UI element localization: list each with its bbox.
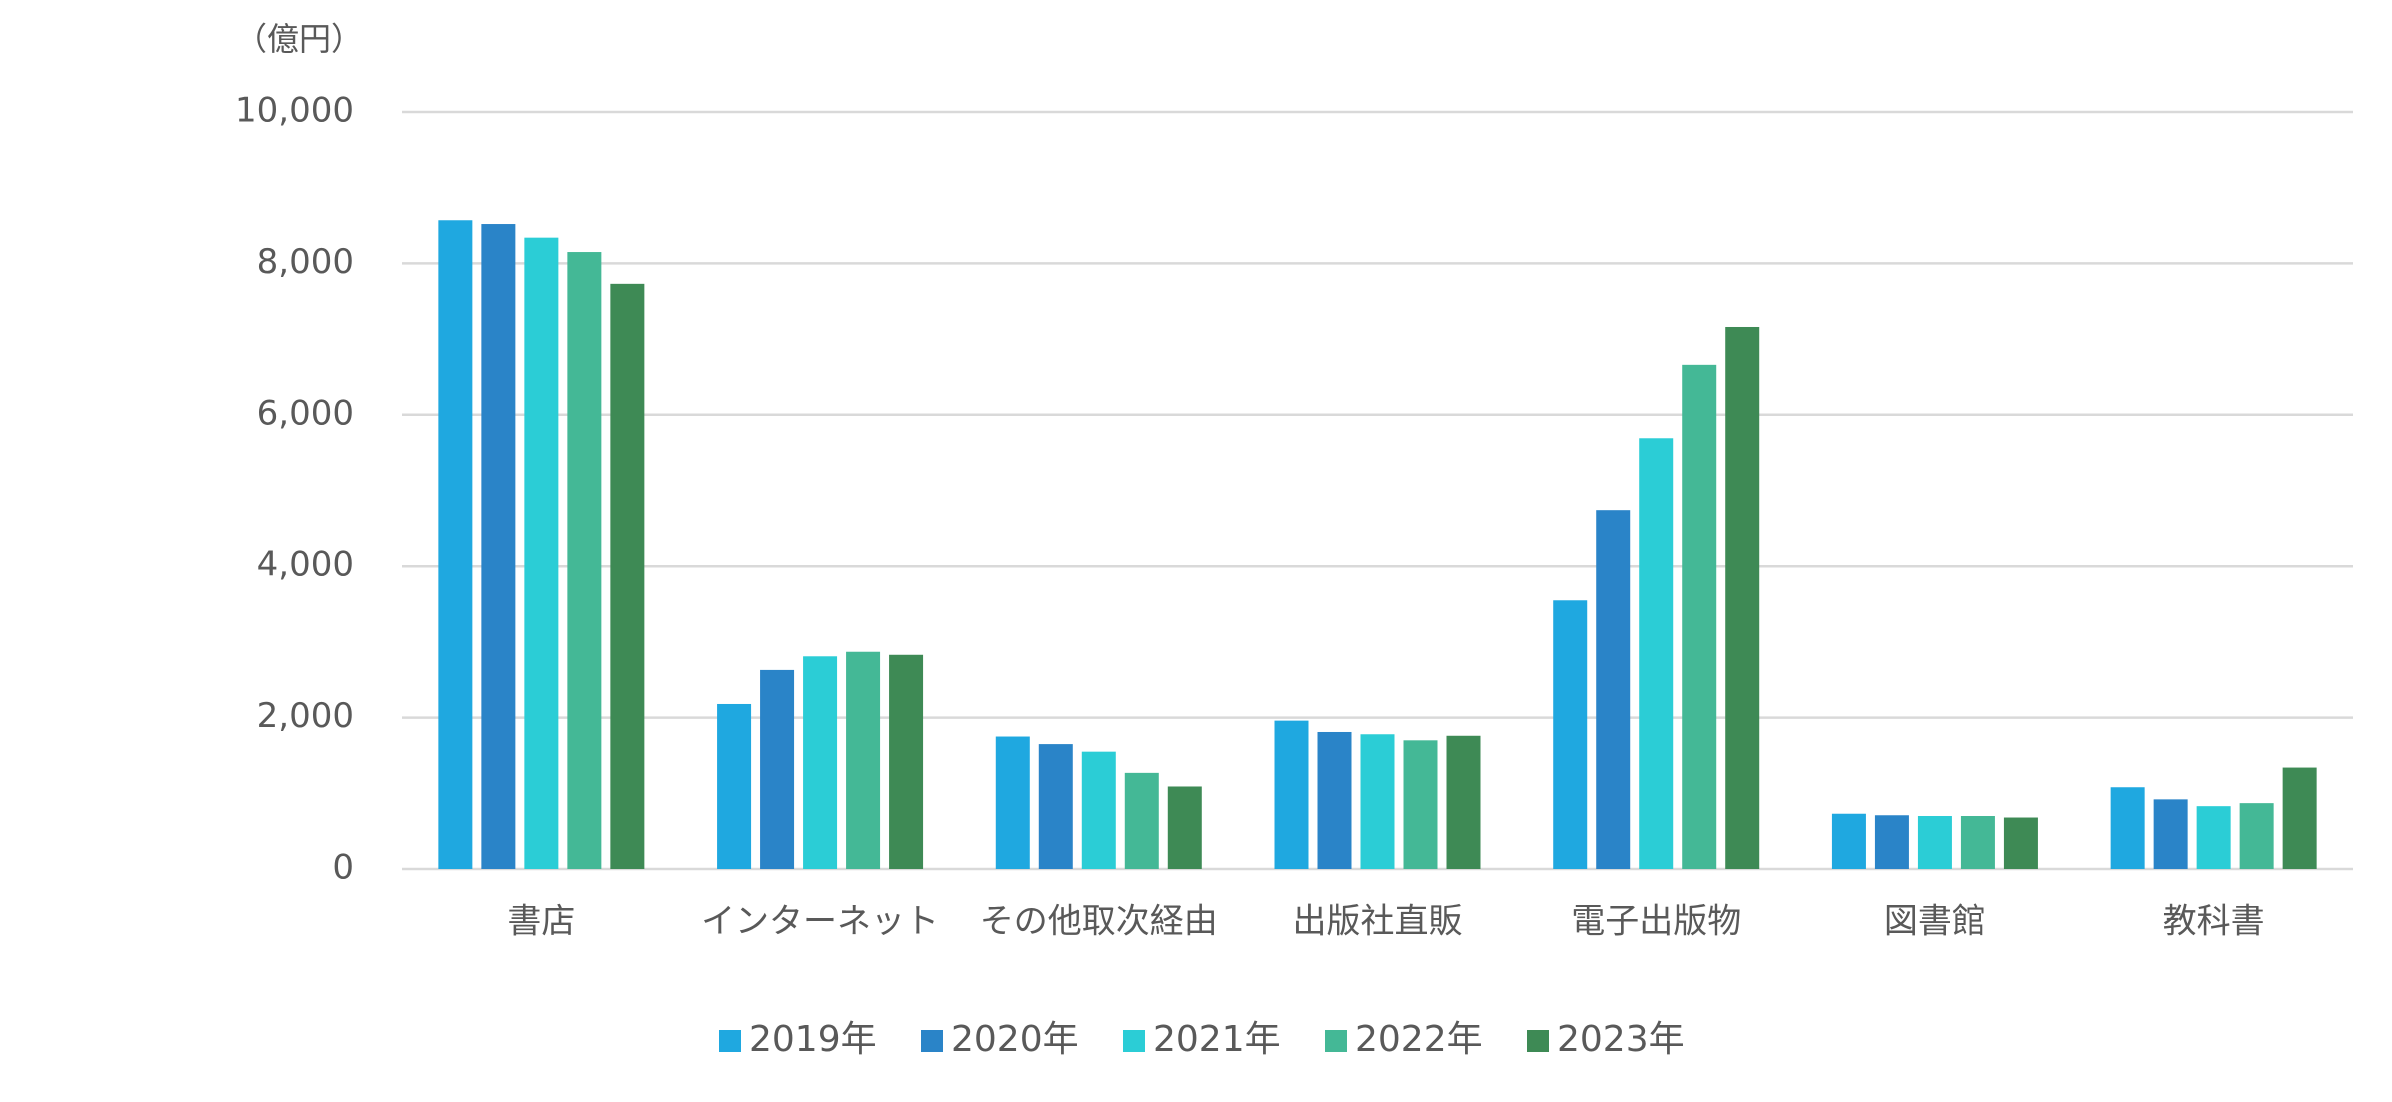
bar bbox=[1081, 751, 1116, 869]
bar bbox=[1446, 735, 1481, 869]
bar bbox=[1403, 740, 1438, 869]
bar bbox=[995, 736, 1030, 869]
bar bbox=[1038, 744, 1073, 869]
bar bbox=[2003, 817, 2038, 869]
y-tick-label: 0 bbox=[332, 848, 354, 888]
bar bbox=[1917, 816, 1952, 869]
y-tick-label: 4,000 bbox=[257, 545, 354, 585]
bar bbox=[1167, 786, 1202, 869]
x-tick-label: 出版社直販 bbox=[1293, 902, 1463, 942]
y-tick-label: 6,000 bbox=[257, 393, 354, 433]
legend-swatch bbox=[719, 1030, 741, 1052]
y-unit-label: （億円） bbox=[235, 20, 363, 58]
bar bbox=[1274, 720, 1309, 869]
bar bbox=[803, 656, 838, 869]
bar bbox=[889, 654, 924, 869]
legend-swatch bbox=[1325, 1030, 1347, 1052]
bar bbox=[1725, 326, 1760, 869]
legend-swatch bbox=[1123, 1030, 1145, 1052]
bar bbox=[2239, 803, 2274, 869]
x-tick-label: 教科書 bbox=[2163, 902, 2265, 942]
legend-label: 2023年 bbox=[1557, 1019, 1685, 1060]
bar bbox=[1360, 734, 1395, 869]
bar bbox=[1682, 364, 1717, 869]
bar bbox=[1317, 731, 1352, 869]
legend-label: 2022年 bbox=[1355, 1019, 1483, 1060]
legend-swatch bbox=[1527, 1030, 1549, 1052]
bar bbox=[567, 252, 602, 870]
x-tick-label: インターネット bbox=[701, 902, 939, 942]
bar bbox=[2153, 799, 2188, 869]
y-tick-label: 10,000 bbox=[235, 91, 354, 131]
y-tick-label: 8,000 bbox=[257, 242, 354, 282]
legend-label: 2021年 bbox=[1153, 1019, 1281, 1060]
bar bbox=[760, 669, 795, 869]
x-tick-label: 書店 bbox=[507, 902, 575, 942]
bar bbox=[1831, 813, 1866, 869]
legend-swatch bbox=[921, 1030, 943, 1052]
bar bbox=[1124, 772, 1159, 869]
bar bbox=[1639, 438, 1674, 869]
bar bbox=[717, 703, 752, 869]
bar bbox=[2282, 767, 2317, 869]
x-tick-label: その他取次経由 bbox=[980, 902, 1218, 942]
bar bbox=[1596, 510, 1631, 869]
bar bbox=[1553, 600, 1588, 869]
legend-label: 2020年 bbox=[951, 1019, 1079, 1060]
bar bbox=[524, 237, 559, 870]
bar bbox=[1874, 815, 1909, 869]
bar bbox=[2196, 806, 2231, 869]
legend-label: 2019年 bbox=[749, 1019, 877, 1060]
x-tick-label: 図書館 bbox=[1884, 902, 1986, 942]
bar bbox=[481, 224, 516, 869]
bar bbox=[438, 220, 473, 870]
bar bbox=[1960, 816, 1995, 869]
bar bbox=[2110, 787, 2145, 869]
bar bbox=[610, 283, 645, 869]
y-tick-label: 2,000 bbox=[257, 696, 354, 736]
x-tick-label: 電子出版物 bbox=[1571, 902, 1741, 942]
bar bbox=[846, 651, 881, 869]
